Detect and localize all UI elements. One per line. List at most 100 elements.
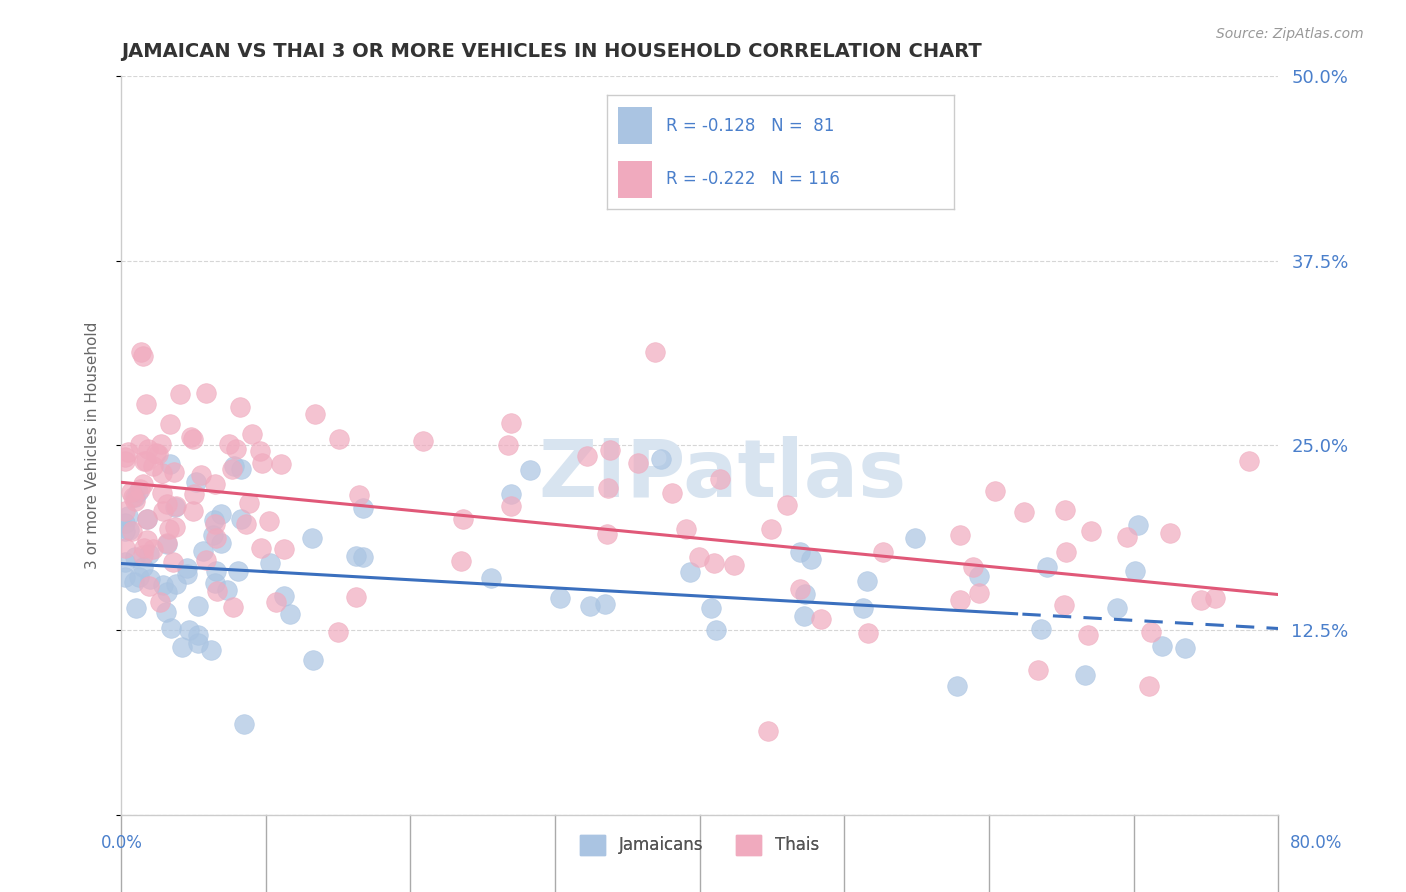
Point (776, 498, 799, 512)
Point (257, 514, 280, 528)
Point (1189, 593, 1212, 607)
Point (949, 528, 972, 542)
Point (326, 625, 349, 640)
Point (205, 584, 228, 599)
Point (180, 429, 202, 443)
Point (1080, 524, 1102, 539)
Point (160, 621, 183, 635)
Point (328, 432, 350, 446)
Point (165, 500, 187, 514)
Point (851, 600, 873, 615)
Point (709, 472, 731, 486)
Point (150, 437, 173, 451)
Point (165, 576, 187, 591)
Point (222, 599, 245, 614)
Point (169, 386, 191, 401)
Point (225, 442, 247, 456)
Point (187, 599, 209, 614)
Point (270, 457, 292, 471)
Point (121, 524, 143, 538)
Point (195, 386, 218, 401)
Point (135, 512, 157, 526)
Point (124, 493, 146, 508)
Point (132, 560, 155, 574)
Legend: Jamaicans, Thais: Jamaicans, Thais (574, 828, 825, 862)
Point (132, 454, 155, 468)
Point (1159, 526, 1181, 541)
Point (129, 345, 152, 359)
Point (114, 516, 136, 530)
Point (200, 643, 222, 657)
Point (138, 547, 160, 561)
Point (142, 459, 165, 474)
Point (252, 456, 274, 470)
Point (124, 575, 146, 590)
Point (872, 544, 894, 558)
Point (1174, 641, 1197, 656)
Point (789, 545, 811, 559)
Point (152, 578, 174, 592)
Point (201, 528, 224, 542)
Point (249, 541, 271, 555)
Point (138, 572, 160, 586)
Point (1026, 664, 1049, 678)
Point (1074, 667, 1097, 681)
Point (1140, 625, 1163, 640)
Point (1054, 544, 1077, 558)
Point (204, 517, 226, 532)
Point (650, 451, 672, 466)
Point (165, 499, 187, 513)
Point (114, 524, 136, 538)
Point (949, 592, 972, 607)
Point (249, 443, 271, 458)
Point (209, 536, 232, 550)
Point (967, 569, 990, 583)
Point (1237, 454, 1260, 468)
Point (273, 542, 295, 557)
Text: JAMAICAN VS THAI 3 OR MORE VEHICLES IN HOUSEHOLD CORRELATION CHART: JAMAICAN VS THAI 3 OR MORE VEHICLES IN H… (121, 42, 981, 61)
Point (136, 442, 159, 457)
Point (114, 541, 136, 555)
Point (273, 589, 295, 603)
Point (259, 557, 281, 571)
Point (150, 466, 173, 480)
Point (946, 679, 969, 693)
Point (170, 640, 193, 655)
Point (1014, 505, 1036, 519)
Point (595, 597, 617, 611)
Point (176, 560, 198, 574)
Point (264, 595, 287, 609)
Text: ZIPatlas: ZIPatlas (538, 436, 907, 514)
Point (204, 564, 226, 578)
Point (156, 585, 179, 599)
Point (301, 531, 323, 545)
Point (519, 463, 541, 477)
Point (856, 626, 879, 640)
Text: Source: ZipAtlas.com: Source: ZipAtlas.com (1216, 27, 1364, 41)
Point (224, 459, 246, 474)
Point (124, 549, 146, 564)
Point (184, 475, 207, 489)
Point (117, 508, 139, 523)
Point (148, 447, 170, 461)
Point (1123, 564, 1146, 578)
Point (114, 555, 136, 569)
Point (704, 623, 727, 637)
Point (627, 456, 650, 470)
Point (231, 462, 253, 476)
Point (135, 511, 157, 525)
Point (451, 512, 474, 526)
Point (221, 462, 243, 476)
Point (194, 553, 217, 567)
Point (596, 482, 619, 496)
Point (215, 583, 238, 598)
Point (125, 600, 148, 615)
Point (218, 437, 240, 451)
Point (156, 497, 179, 511)
Point (723, 558, 745, 573)
Point (156, 536, 179, 550)
Point (183, 487, 205, 501)
Point (703, 556, 725, 570)
Point (661, 486, 683, 500)
Point (242, 426, 264, 441)
